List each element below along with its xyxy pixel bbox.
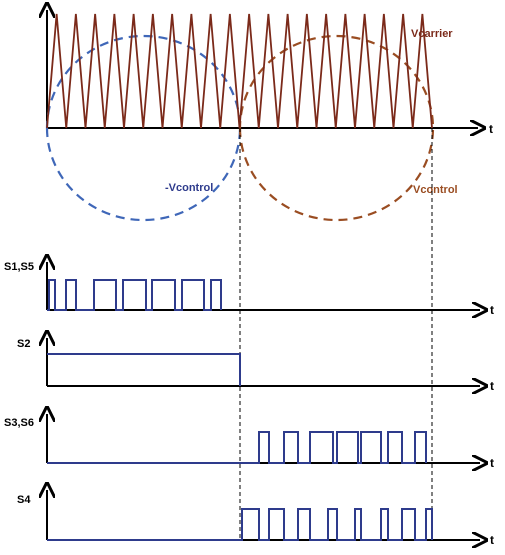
s4-t-label: t [490, 533, 494, 547]
s2-t-label: t [490, 379, 494, 393]
s4-pulse-train [47, 508, 433, 541]
s3s6-t-label: t [490, 456, 494, 470]
vcarrier-label: Vcarrier [411, 28, 453, 40]
s2-label: S2 [17, 338, 30, 350]
control-curve [238, 34, 435, 222]
s1s5-t-label: t [490, 303, 494, 317]
s1s5-pulse-train [47, 279, 222, 311]
s2-pulse [47, 353, 241, 386]
vcontrol-label: Vcontrol [413, 184, 458, 196]
carrier-waveform [46, 13, 433, 129]
negative-vcontrol-label: -Vcontrol [165, 182, 213, 194]
s3s6-label: S3,S6 [4, 417, 34, 429]
top-t-label: t [489, 122, 493, 136]
s3s6-pulse-train [47, 431, 427, 464]
s1s5-label: S1,S5 [4, 261, 34, 273]
s4-label: S4 [17, 494, 31, 506]
